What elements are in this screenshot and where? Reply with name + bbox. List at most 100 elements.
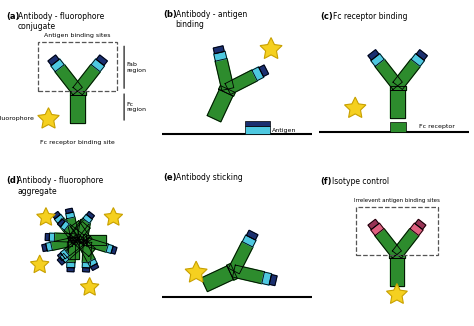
Polygon shape (96, 55, 107, 65)
Polygon shape (228, 242, 253, 274)
Text: Fc
region: Fc region (127, 102, 147, 112)
Polygon shape (76, 239, 88, 244)
Polygon shape (67, 268, 74, 272)
Polygon shape (73, 65, 100, 95)
Polygon shape (411, 53, 425, 66)
Polygon shape (390, 259, 404, 286)
Polygon shape (227, 263, 237, 280)
Polygon shape (91, 59, 105, 72)
Polygon shape (82, 268, 90, 272)
Polygon shape (68, 240, 79, 259)
Polygon shape (81, 237, 92, 245)
Polygon shape (371, 223, 384, 235)
Text: (c): (c) (321, 11, 334, 21)
Polygon shape (207, 90, 233, 122)
Polygon shape (74, 236, 96, 257)
Polygon shape (65, 208, 73, 214)
Polygon shape (70, 91, 86, 95)
Polygon shape (51, 59, 64, 72)
Text: Antigen binding sites: Antigen binding sites (45, 33, 111, 38)
Polygon shape (58, 219, 65, 227)
Polygon shape (42, 244, 47, 251)
Polygon shape (45, 234, 49, 241)
Polygon shape (269, 274, 277, 286)
Polygon shape (64, 224, 86, 243)
Polygon shape (57, 257, 65, 265)
Polygon shape (87, 212, 94, 219)
Polygon shape (83, 214, 92, 223)
Text: (d): (d) (6, 176, 20, 185)
Polygon shape (70, 95, 85, 123)
Text: Isotype control: Isotype control (332, 177, 390, 186)
Polygon shape (259, 65, 269, 77)
Polygon shape (246, 230, 258, 240)
Polygon shape (49, 233, 55, 241)
Bar (390, 122, 406, 132)
Polygon shape (393, 59, 420, 90)
Polygon shape (242, 235, 256, 247)
Text: (f): (f) (321, 177, 332, 186)
Polygon shape (111, 246, 117, 254)
Polygon shape (55, 233, 75, 242)
Polygon shape (410, 223, 423, 235)
Polygon shape (55, 65, 82, 95)
Polygon shape (91, 264, 99, 270)
Polygon shape (371, 53, 384, 66)
Text: Antibody - antigen
binding: Antibody - antigen binding (176, 10, 247, 29)
Polygon shape (215, 58, 234, 90)
Polygon shape (260, 37, 282, 59)
Polygon shape (82, 262, 91, 268)
Text: Antibody - fluorophore
conjugate: Antibody - fluorophore conjugate (18, 11, 104, 31)
Bar (38, 42, 118, 91)
Polygon shape (64, 240, 84, 259)
Polygon shape (51, 238, 73, 250)
Polygon shape (70, 221, 90, 243)
Polygon shape (106, 244, 113, 254)
Polygon shape (82, 242, 92, 263)
Polygon shape (415, 219, 426, 230)
Text: (a): (a) (6, 11, 19, 21)
Polygon shape (67, 262, 75, 268)
Polygon shape (262, 272, 272, 285)
Polygon shape (77, 219, 91, 241)
Polygon shape (58, 253, 65, 261)
Polygon shape (67, 242, 76, 263)
Polygon shape (389, 255, 405, 259)
Polygon shape (88, 259, 97, 267)
Polygon shape (225, 70, 257, 95)
Polygon shape (375, 229, 401, 258)
Polygon shape (78, 241, 95, 263)
Polygon shape (392, 229, 419, 258)
Polygon shape (68, 237, 79, 240)
Polygon shape (214, 51, 227, 61)
Polygon shape (30, 255, 49, 273)
Text: (b): (b) (164, 10, 177, 19)
Polygon shape (36, 208, 55, 225)
Text: Fc receptor binding site: Fc receptor binding site (40, 141, 115, 145)
Polygon shape (375, 59, 402, 90)
Bar (356, 207, 438, 255)
Bar (245, 126, 270, 134)
Polygon shape (66, 212, 74, 219)
Polygon shape (219, 85, 235, 96)
Polygon shape (345, 97, 366, 117)
Polygon shape (48, 55, 59, 65)
Polygon shape (390, 86, 406, 90)
Polygon shape (233, 265, 264, 284)
Polygon shape (83, 234, 86, 245)
Polygon shape (252, 67, 264, 81)
Polygon shape (60, 221, 69, 230)
Text: Antigen: Antigen (273, 128, 297, 133)
Polygon shape (81, 277, 99, 295)
Polygon shape (391, 90, 405, 118)
Polygon shape (201, 266, 233, 292)
Text: Fab
region: Fab region (127, 62, 147, 73)
Polygon shape (67, 236, 78, 245)
Polygon shape (86, 235, 106, 245)
Polygon shape (71, 221, 90, 243)
Polygon shape (368, 219, 379, 230)
Text: Fc receptor binding: Fc receptor binding (333, 11, 407, 21)
Text: Irrelevent antigen binding sites: Irrelevent antigen binding sites (354, 198, 440, 203)
Text: Antibody - fluorophore
aggregate: Antibody - fluorophore aggregate (17, 176, 103, 196)
Polygon shape (72, 234, 81, 244)
